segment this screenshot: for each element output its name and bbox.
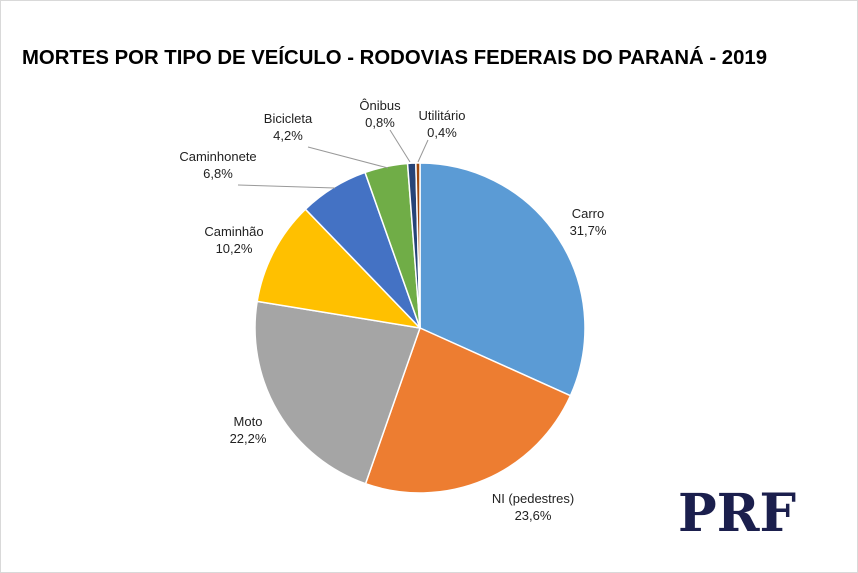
slice-label: NI (pedestres) <box>492 491 574 506</box>
slice-value-label: 6,8% <box>203 166 233 181</box>
slice-label: Utilitário <box>419 108 466 123</box>
pie-slice <box>254 300 422 485</box>
chart-title: MORTES POR TIPO DE VEÍCULO - RODOVIAS FE… <box>22 46 767 69</box>
leader-line <box>237 184 336 189</box>
slice-value-label: 0,8% <box>365 115 395 130</box>
slice-label: Ônibus <box>359 98 401 113</box>
logo: PRF <box>678 483 796 544</box>
slice-label: Moto <box>234 414 263 429</box>
slice-value-label: 31,7% <box>570 223 607 238</box>
slice-label: Carro <box>572 206 605 221</box>
slice-value-label: 4,2% <box>273 128 303 143</box>
pie-slice <box>419 162 586 397</box>
leader-line <box>307 146 389 169</box>
leader-line <box>389 129 411 163</box>
pie-slice <box>256 208 423 330</box>
slice-label: Caminhonete <box>179 149 256 164</box>
pie-slice <box>364 326 572 494</box>
slice-label: Bicicleta <box>264 111 313 126</box>
slice-value-label: 0,4% <box>427 125 457 140</box>
slice-value-label: 10,2% <box>216 241 253 256</box>
pie-slice <box>415 162 421 329</box>
slice-value-label: 23,6% <box>515 508 552 523</box>
leader-line <box>417 139 429 163</box>
slice-value-label: 22,2% <box>230 431 267 446</box>
slice-label: Caminhão <box>204 224 263 239</box>
